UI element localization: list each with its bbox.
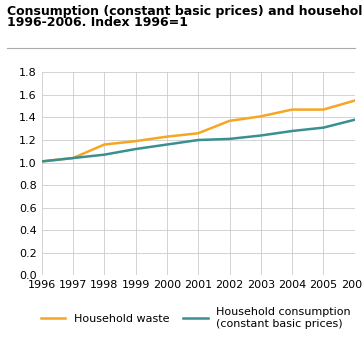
Text: 1996-2006. Index 1996=1: 1996-2006. Index 1996=1 (7, 16, 188, 29)
Legend: Household waste, Household consumption
(constant basic prices): Household waste, Household consumption (… (41, 307, 351, 329)
Text: Consumption (constant basic prices) and household waste.: Consumption (constant basic prices) and … (7, 5, 362, 18)
